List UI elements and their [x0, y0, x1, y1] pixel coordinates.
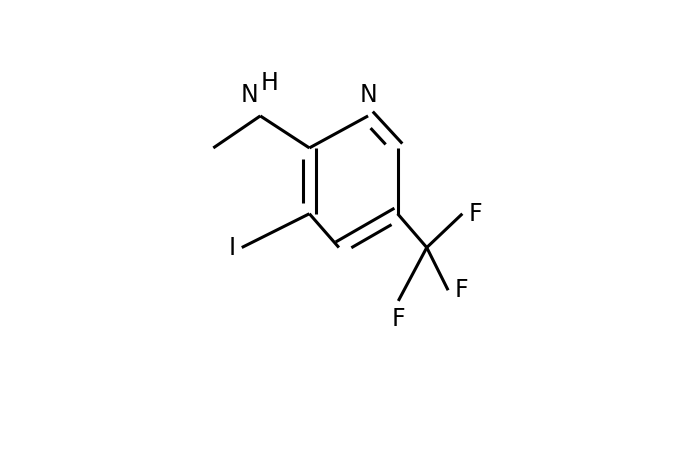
Text: I: I	[228, 236, 235, 260]
Text: N: N	[359, 83, 377, 107]
Text: N: N	[241, 83, 258, 107]
Text: F: F	[454, 278, 468, 302]
Text: H: H	[260, 71, 278, 95]
Text: F: F	[392, 307, 405, 331]
Text: F: F	[469, 202, 482, 226]
